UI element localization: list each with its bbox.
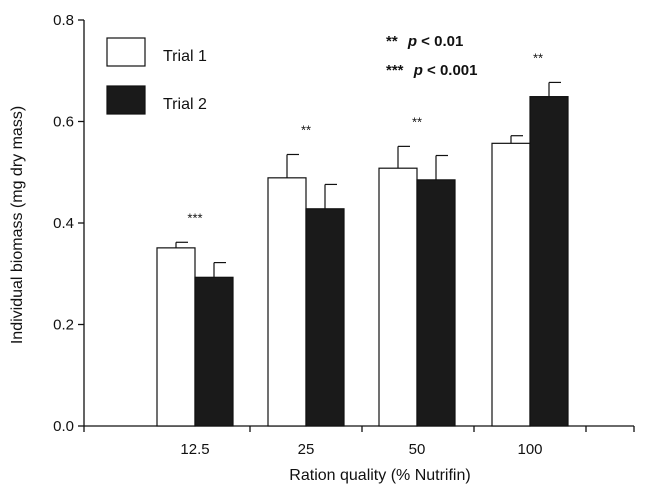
bar-trial-2	[305, 208, 345, 427]
x-tick-label: 100	[517, 441, 542, 458]
y-tick-label: 0.4	[53, 215, 74, 232]
y-tick-label: 0.2	[53, 317, 74, 334]
y-tick-label: 0.8	[53, 12, 74, 29]
bar-trial-2	[194, 276, 234, 427]
x-tick-label: 50	[409, 441, 426, 458]
error-bars	[175, 81, 561, 278]
significance-marks: *********	[187, 50, 543, 225]
bar-trial-1	[156, 247, 196, 427]
significance-mark: **	[412, 114, 422, 129]
bar-trial-2	[529, 96, 569, 427]
y-tick-label: 0.6	[53, 114, 74, 131]
y-axis-label: Individual biomass (mg dry mass)	[9, 106, 26, 344]
y-tick-label: 0.0	[53, 418, 74, 435]
bar-trial-1	[491, 142, 531, 427]
significance-mark: **	[301, 122, 311, 137]
significance-key-line: *** p < 0.001	[386, 62, 478, 79]
significance-mark: **	[533, 50, 543, 65]
legend-swatch	[106, 85, 146, 115]
legend-label: Trial 1	[163, 48, 207, 65]
bars	[156, 96, 569, 427]
legend-swatch	[106, 37, 146, 67]
x-tick-label: 25	[298, 441, 315, 458]
bar-trial-1	[378, 167, 418, 427]
x-tick-label: 12.5	[180, 441, 209, 458]
legend: Trial 1 Trial 2	[106, 37, 207, 115]
significance-mark: ***	[187, 210, 202, 225]
legend-label: Trial 2	[163, 96, 207, 113]
bar-trial-2	[416, 179, 456, 427]
significance-key: ** p < 0.01 *** p < 0.001	[386, 33, 478, 79]
bar-trial-1	[267, 177, 307, 427]
significance-key-line: ** p < 0.01	[386, 33, 463, 50]
x-axis-label: Ration quality (% Nutrifin)	[289, 467, 470, 484]
